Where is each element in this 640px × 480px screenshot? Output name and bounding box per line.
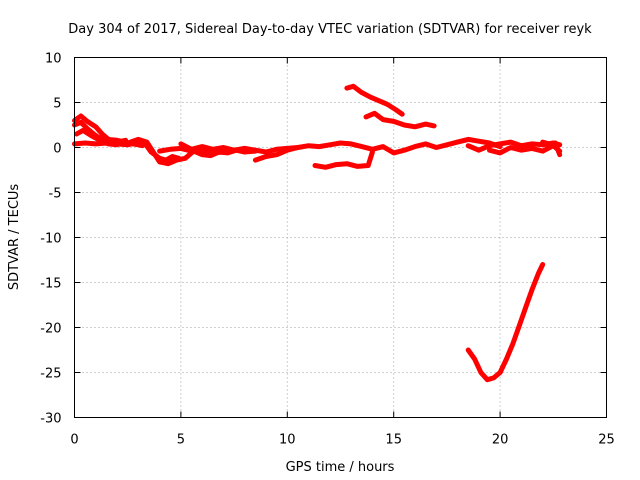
y-tick-label: -25 (40, 367, 61, 382)
y-tick-label: 10 (45, 52, 62, 67)
series-arc-e (93, 134, 146, 149)
x-tick-label: 20 (492, 433, 509, 448)
x-tick-label: 0 (70, 433, 78, 448)
y-tick-label: 5 (53, 97, 61, 112)
x-tick-label: 5 (177, 433, 185, 448)
series-arc-h (157, 145, 226, 156)
y-tick-label: -10 (40, 232, 61, 247)
series-arc-d (72, 139, 182, 163)
y-tick-label: 0 (53, 142, 61, 157)
series-arc-g (178, 141, 301, 155)
axis-ticks: 0 5 10 15 20 25 10 5 0 -5 -10 -15 -20 -25 -30 (40, 52, 615, 448)
x-tick-label: 15 (385, 433, 402, 448)
x-tick-label: 10 (279, 433, 296, 448)
data-series (72, 83, 563, 383)
series-arc-k (344, 83, 405, 117)
grid (74, 57, 607, 418)
series-arc-o (540, 139, 563, 158)
x-axis-label: GPS time / hours (286, 460, 395, 475)
series-arc-i (252, 136, 503, 163)
y-tick-label: -5 (49, 187, 62, 202)
series-arc-p (465, 262, 546, 383)
series-arc-l (363, 110, 437, 130)
y-axis-label: SDTVAR / TECUs (7, 184, 22, 291)
x-tick-label: 25 (598, 433, 615, 448)
y-tick-label: -30 (40, 412, 61, 427)
y-tick-label: -15 (40, 277, 61, 292)
series-arc-n (487, 143, 563, 156)
y-tick-label: -20 (40, 322, 61, 337)
chart-title: Day 304 of 2017, Sidereal Day-to-day VTE… (68, 22, 592, 37)
series-arc-j (312, 149, 375, 170)
